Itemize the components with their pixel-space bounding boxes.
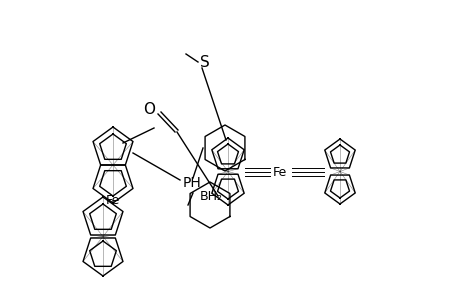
- Text: PH: PH: [183, 176, 202, 190]
- Text: O: O: [143, 103, 155, 118]
- Text: Fe: Fe: [106, 194, 120, 206]
- Text: BH₂: BH₂: [200, 190, 223, 202]
- Text: Fe: Fe: [272, 166, 286, 178]
- Text: S: S: [200, 55, 209, 70]
